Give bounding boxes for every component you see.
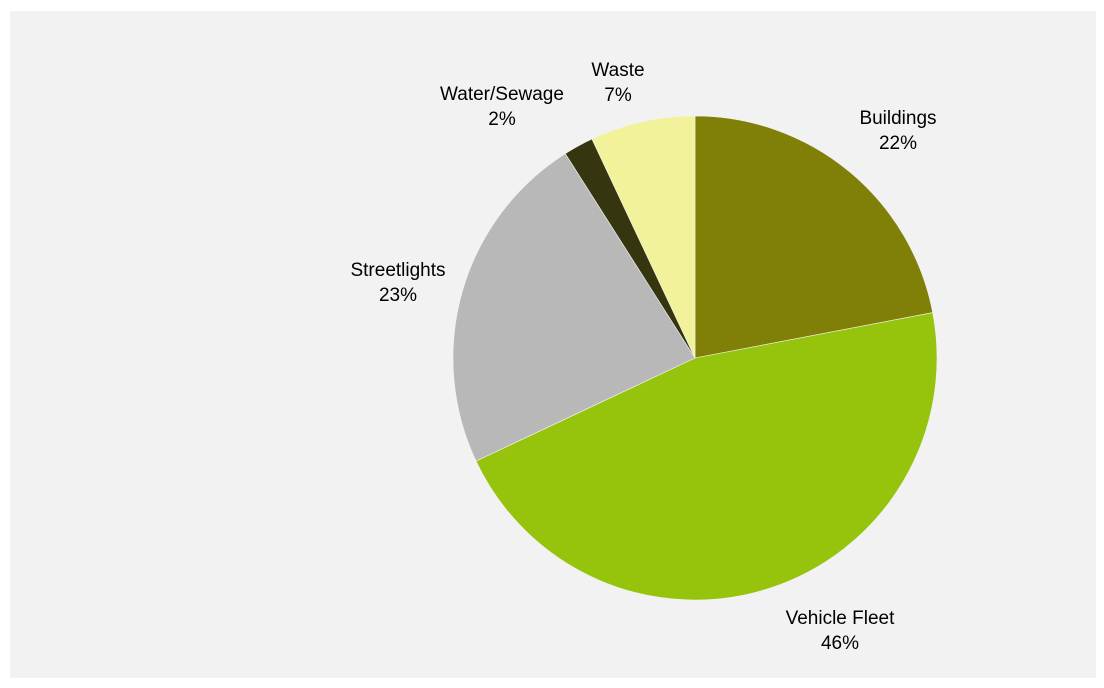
slice-category-label: Waste bbox=[591, 60, 644, 81]
pie-slice-vehicle-fleet bbox=[475, 312, 938, 601]
slice-percent-label: 22% bbox=[879, 133, 917, 154]
pie-slice-buildings bbox=[694, 115, 934, 359]
pie-labels: Buildings 22% Vehicle Fleet 46% Streetlights… bbox=[350, 60, 936, 654]
slice-category-label: Buildings bbox=[859, 108, 936, 129]
slice-percent-label: 7% bbox=[604, 85, 632, 106]
slice-percent-label: 46% bbox=[821, 633, 859, 654]
pie-slice-waste bbox=[591, 115, 696, 359]
slice-category-label: Vehicle Fleet bbox=[786, 608, 896, 629]
slice-percent-label: 2% bbox=[488, 109, 516, 130]
pie-slice-streetlights bbox=[452, 153, 696, 462]
slice-category-label: Streetlights bbox=[350, 260, 445, 281]
pie-slices bbox=[452, 115, 938, 601]
slice-percent-label: 23% bbox=[379, 285, 417, 306]
slice-category-label: Water/Sewage bbox=[440, 84, 564, 105]
